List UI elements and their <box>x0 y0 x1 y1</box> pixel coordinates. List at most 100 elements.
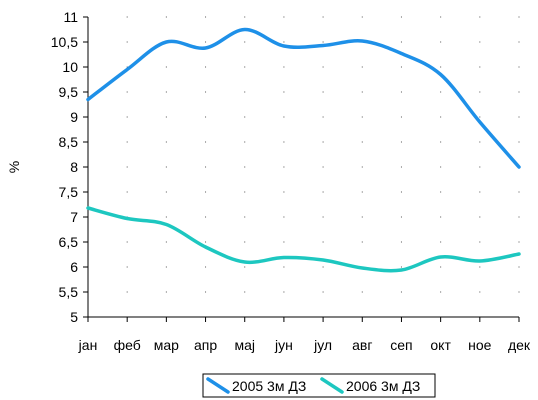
grid-dot <box>400 216 402 218</box>
grid-dot <box>165 266 167 268</box>
x-tick-label: мај <box>234 337 255 353</box>
grid-dot <box>165 191 167 193</box>
grid-dot <box>283 291 285 293</box>
x-tick-label: сеп <box>390 337 412 353</box>
grid-dot <box>165 116 167 118</box>
grid-dot <box>518 41 520 43</box>
grid-dot <box>479 141 481 143</box>
grid-dot <box>205 41 207 43</box>
grid-dot <box>126 191 128 193</box>
grid-dot <box>205 166 207 168</box>
grid-dot <box>440 241 442 243</box>
grid-dot <box>165 91 167 93</box>
grid-dot <box>322 141 324 143</box>
grid-dot <box>479 116 481 118</box>
x-tick-labels: јан феб мар апр мај јун јул авг сеп окт ное дек <box>78 317 531 353</box>
grid-dot <box>361 116 363 118</box>
x-tick-label: јун <box>274 337 293 353</box>
grid-dot <box>479 291 481 293</box>
grid-dot <box>518 241 520 243</box>
grid-dot <box>479 191 481 193</box>
y-tick-label: 6 <box>70 259 78 275</box>
grid-dot <box>205 191 207 193</box>
grid-dot <box>440 166 442 168</box>
grid-dot <box>283 241 285 243</box>
grid-dot <box>400 241 402 243</box>
grid-dot <box>126 266 128 268</box>
grid-dot <box>283 16 285 18</box>
grid-dot <box>126 166 128 168</box>
y-tick-label: 5 <box>70 309 78 325</box>
grid-dot <box>322 241 324 243</box>
grid-dot <box>322 66 324 68</box>
y-tick-label: 10 <box>62 59 78 75</box>
grid-dot <box>205 66 207 68</box>
grid-dot <box>440 41 442 43</box>
grid-dot <box>361 216 363 218</box>
y-tick-label: 8 <box>70 159 78 175</box>
grid-dot <box>244 41 246 43</box>
grid-dot <box>322 166 324 168</box>
grid-dot <box>244 166 246 168</box>
grid-dot <box>361 141 363 143</box>
grid-dot <box>479 241 481 243</box>
y-tick-labels: 5 5,5 6 6,5 7 7,5 8 8,5 9 9,5 10 10,5 11 <box>51 9 88 325</box>
grid-dot <box>283 266 285 268</box>
y-tick-label: 6,5 <box>59 234 79 250</box>
y-axis-label: % <box>6 161 22 173</box>
x-tick-label: јул <box>313 337 332 353</box>
grid-dot <box>518 291 520 293</box>
grid-dot <box>361 191 363 193</box>
grid-dot <box>361 91 363 93</box>
series-lines <box>86 27 521 273</box>
grid-dot <box>244 241 246 243</box>
grid-dot <box>440 291 442 293</box>
grid-dot <box>165 16 167 18</box>
grid-dot <box>518 141 520 143</box>
grid-dot <box>322 41 324 43</box>
grid-dot <box>440 191 442 193</box>
grid-dot <box>165 241 167 243</box>
grid-dot <box>126 291 128 293</box>
grid-dot <box>400 266 402 268</box>
grid-dot <box>244 141 246 143</box>
y-tick-label: 8,5 <box>59 134 79 150</box>
grid-dot <box>440 116 442 118</box>
grid-dot <box>440 141 442 143</box>
grid-dot <box>322 91 324 93</box>
series-line-1 <box>86 27 521 169</box>
y-tick-label: 9 <box>70 109 78 125</box>
grid-dot <box>126 241 128 243</box>
grid-dot <box>518 91 520 93</box>
x-tick-label: апр <box>194 337 217 353</box>
grid-dot <box>205 91 207 93</box>
grid-dot <box>479 216 481 218</box>
grid-dot <box>400 291 402 293</box>
series-line-2 <box>86 206 521 273</box>
grid-dot <box>126 141 128 143</box>
grid-dot <box>518 16 520 18</box>
grid-dot <box>244 66 246 68</box>
plot-grid <box>126 16 520 293</box>
x-tick-label: феб <box>114 337 141 353</box>
grid-dot <box>400 166 402 168</box>
grid-dot <box>244 266 246 268</box>
grid-dot <box>518 216 520 218</box>
grid-dot <box>283 41 285 43</box>
grid-dot <box>322 291 324 293</box>
grid-dot <box>283 91 285 93</box>
grid-dot <box>322 266 324 268</box>
grid-dot <box>165 216 167 218</box>
grid-dot <box>205 216 207 218</box>
grid-dot <box>361 16 363 18</box>
grid-dot <box>126 91 128 93</box>
y-tick-label: 9,5 <box>59 84 79 100</box>
grid-dot <box>244 116 246 118</box>
grid-dot <box>361 166 363 168</box>
legend-swatch-1 <box>206 377 230 394</box>
grid-dot <box>322 116 324 118</box>
grid-dot <box>518 266 520 268</box>
grid-dot <box>361 66 363 68</box>
grid-dot <box>440 66 442 68</box>
legend-label-2: 2006 3м ДЗ <box>346 378 420 394</box>
